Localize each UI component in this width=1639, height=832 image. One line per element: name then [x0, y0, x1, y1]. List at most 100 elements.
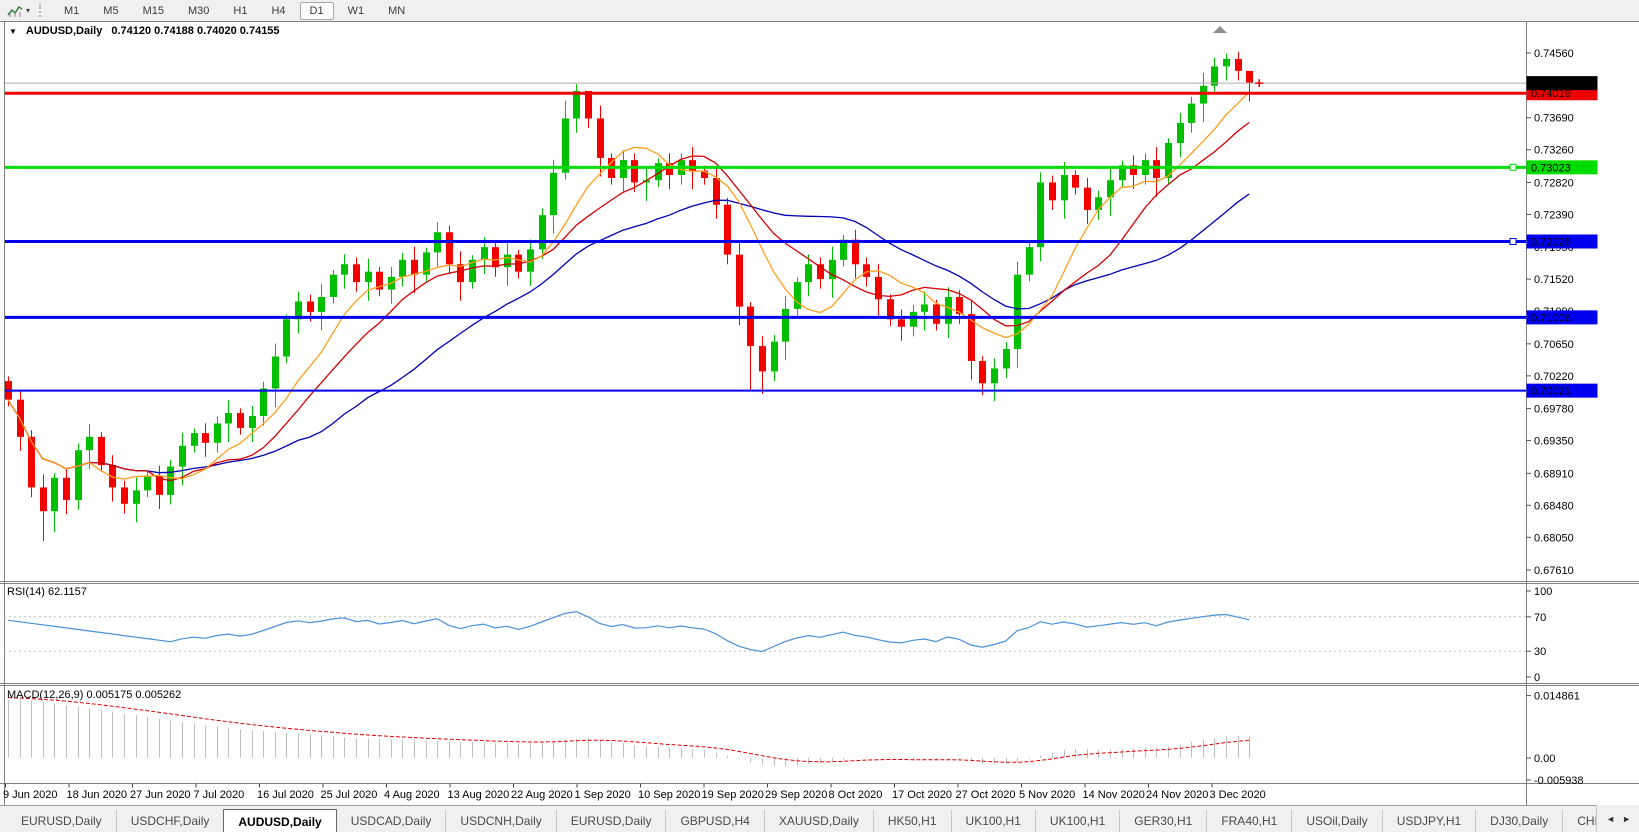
tabs-scroll-controls: ◄ ►	[1596, 805, 1639, 832]
date-tick-label: 10 Sep 2020	[638, 789, 700, 801]
timeframe-button-h4[interactable]: H4	[271, 4, 286, 17]
rsi-tick-label: 70	[1534, 612, 1546, 624]
timeframe-button-w1[interactable]: W1	[347, 4, 365, 17]
overlay-ma-fast	[7, 91, 1250, 480]
date-tick-label: 16 Jul 2020	[257, 789, 314, 801]
macd-tick-label: 0.014861	[1534, 691, 1580, 703]
price-tick-label: 0.71520	[1534, 274, 1574, 286]
rsi-line	[7, 610, 1250, 653]
tab-usdcnh-daily[interactable]: USDCNH,Daily	[445, 810, 555, 832]
date-tick-label: 24 Nov 2020	[1146, 789, 1208, 801]
tab-audusd-daily[interactable]: AUDUSD,Daily	[223, 809, 337, 832]
date-tick-label: 27 Jun 2020	[130, 789, 191, 801]
date-tick-label: 25 Jul 2020	[321, 789, 378, 801]
tab-usoil-daily[interactable]: USOil,Daily	[1291, 810, 1381, 832]
tab-eurusd-daily[interactable]: EURUSD,Daily	[21, 814, 102, 828]
dropdown-caret-icon: ▾	[26, 6, 31, 15]
price-tick-label: 0.67610	[1534, 565, 1574, 577]
current-price-badge: 0.74155	[1531, 78, 1571, 90]
chart-tabs: EURUSD,Daily USDCHF,Daily AUDUSD,Daily USDC…	[0, 806, 1639, 832]
tab-xauusd-daily[interactable]: XAUUSD,Daily	[763, 810, 873, 832]
candles-layer	[5, 52, 1253, 541]
price-axis: 0.745600.741300.736900.732600.728200.723…	[1526, 48, 1574, 577]
tab-dj30-daily[interactable]: DJ30,Daily	[1475, 810, 1562, 832]
tab-usdchf-daily[interactable]: USDCHF,Daily	[115, 810, 224, 832]
date-tick-label: 1 Sep 2020	[575, 789, 631, 801]
date-tick-label: 18 Jun 2020	[67, 789, 128, 801]
timeframe-button-m15[interactable]: M15	[142, 4, 164, 17]
timeframe-button-h1[interactable]: H1	[233, 4, 248, 17]
chart-symbol-title: ▼ AUDUSD,Daily 0.74120 0.74188 0.74020 0…	[9, 25, 280, 37]
date-tick-label: 19 Sep 2020	[702, 789, 764, 801]
chart-shift-marker-icon[interactable]	[1213, 26, 1227, 33]
date-tick-label: 3 Dec 2020	[1210, 789, 1266, 801]
rsi-tick-label: 0	[1534, 672, 1540, 684]
chart-tabs-bar: EURUSD,Daily USDCHF,Daily AUDUSD,Daily USDC…	[0, 805, 1639, 832]
tab-gbpusd-h4[interactable]: GBPUSD,H4	[665, 810, 763, 832]
rsi-line-layer	[7, 610, 1250, 653]
indicator-menu-button[interactable]: ▾	[0, 0, 37, 21]
date-tick-label: 13 Aug 2020	[448, 789, 510, 801]
timeframe-button-mn[interactable]: MN	[388, 4, 406, 17]
date-axis: 9 Jun 2020 18 Jun 2020 27 Jun 2020 7 Jul 20…	[3, 783, 1266, 801]
price-tick-label: 0.70650	[1534, 339, 1574, 351]
macd-layer	[7, 697, 1250, 767]
price-tick-label: 0.68050	[1534, 532, 1574, 544]
tab-ger30-h1[interactable]: GER30,H1	[1119, 810, 1206, 832]
price-tick-label: 0.73260	[1534, 145, 1574, 157]
price-chart-canvas[interactable]: 0.745600.741300.736900.732600.728200.723…	[0, 21, 1639, 805]
date-tick-label: 7 Jul 2020	[194, 789, 245, 801]
tab-uk100-h1[interactable]: UK100,H1	[950, 810, 1035, 832]
macd-indicator-label: MACD(12,26,9) 0.005175 0.005262	[7, 689, 182, 701]
symbol-label: AUDUSD,Daily	[25, 25, 103, 37]
tab-uk100-h1[interactable]: UK100,H1	[1034, 810, 1119, 832]
date-tick-label: 4 Aug 2020	[384, 789, 440, 801]
chart-indicator-icon	[7, 5, 23, 17]
price-tick-label: 0.72390	[1534, 209, 1574, 221]
panel-borders	[0, 21, 1639, 805]
toolbar-grip[interactable]	[39, 4, 45, 17]
rsi-levels: 100 70 30 0	[4, 586, 1552, 684]
tab-fra40-h1[interactable]: FRA40,H1	[1206, 810, 1291, 832]
tab-usdcad-daily[interactable]: USDCAD,Daily	[350, 814, 432, 828]
date-tick-label: 8 Oct 2020	[829, 789, 883, 801]
price-tick-label: 0.72820	[1534, 177, 1574, 189]
rsi-tick-label: 30	[1534, 646, 1546, 658]
timeframe-button-m1[interactable]: M1	[64, 4, 80, 17]
macd-axis: 0.014861 0.00 -0.005938	[1526, 691, 1584, 787]
timeframe-button-m5[interactable]: M5	[103, 4, 119, 17]
macd-tick-label: 0.00	[1534, 753, 1555, 765]
overlay-ma-slow	[7, 193, 1250, 474]
timeframe-button-m30[interactable]: M30	[187, 4, 210, 17]
rsi-tick-label: 100	[1534, 586, 1552, 598]
price-tick-label: 0.73690	[1534, 113, 1574, 125]
hline-handle[interactable]	[1509, 163, 1517, 171]
timeframe-button-d1[interactable]: D1	[299, 1, 334, 20]
hline-price-badge: 0.72026	[1531, 237, 1571, 249]
date-tick-label: 29 Sep 2020	[765, 789, 827, 801]
hline-handle[interactable]	[1509, 238, 1517, 246]
timeframe-buttons: M1 M5 M15 M30 H1 H4 D1 W1 MN	[52, 1, 417, 20]
date-tick-label: 27 Oct 2020	[956, 789, 1016, 801]
tab-hk50-h1[interactable]: HK50,H1	[872, 810, 951, 832]
date-tick-label: 22 Aug 2020	[511, 789, 573, 801]
tabs-scroll-left-button[interactable]: ◄	[1606, 813, 1616, 824]
price-tick-label: 0.68480	[1534, 500, 1574, 512]
moving-averages-layer	[7, 91, 1250, 482]
price-tick-label: 0.69780	[1534, 404, 1574, 416]
tabs-scroll-right-button[interactable]: ►	[1622, 813, 1631, 824]
date-tick-label: 5 Nov 2020	[1019, 789, 1075, 801]
macd-tick-label: -0.005938	[1534, 775, 1584, 787]
tab-usdjpy-h1[interactable]: USDJPY,H1	[1381, 810, 1475, 832]
timeframe-toolbar: ▾ M1 M5 M15 M30 H1 H4 D1 W1 MN	[0, 0, 1639, 22]
collapse-arrow-icon[interactable]: ▼	[9, 26, 17, 36]
macd-signal-line	[7, 697, 1250, 763]
ohlc-values: 0.74120 0.74188 0.74020 0.74155	[111, 25, 280, 37]
price-tick-label: 0.68910	[1534, 468, 1574, 480]
hline-price-badge: 0.70021	[1531, 386, 1571, 398]
tab-eurusd-daily[interactable]: EURUSD,Daily	[555, 810, 666, 832]
date-tick-label: 14 Nov 2020	[1083, 789, 1145, 801]
overlay-ma-mid	[7, 121, 1250, 482]
price-tick-label: 0.70220	[1534, 371, 1574, 383]
hline-price-badge: 0.74019	[1531, 88, 1571, 100]
